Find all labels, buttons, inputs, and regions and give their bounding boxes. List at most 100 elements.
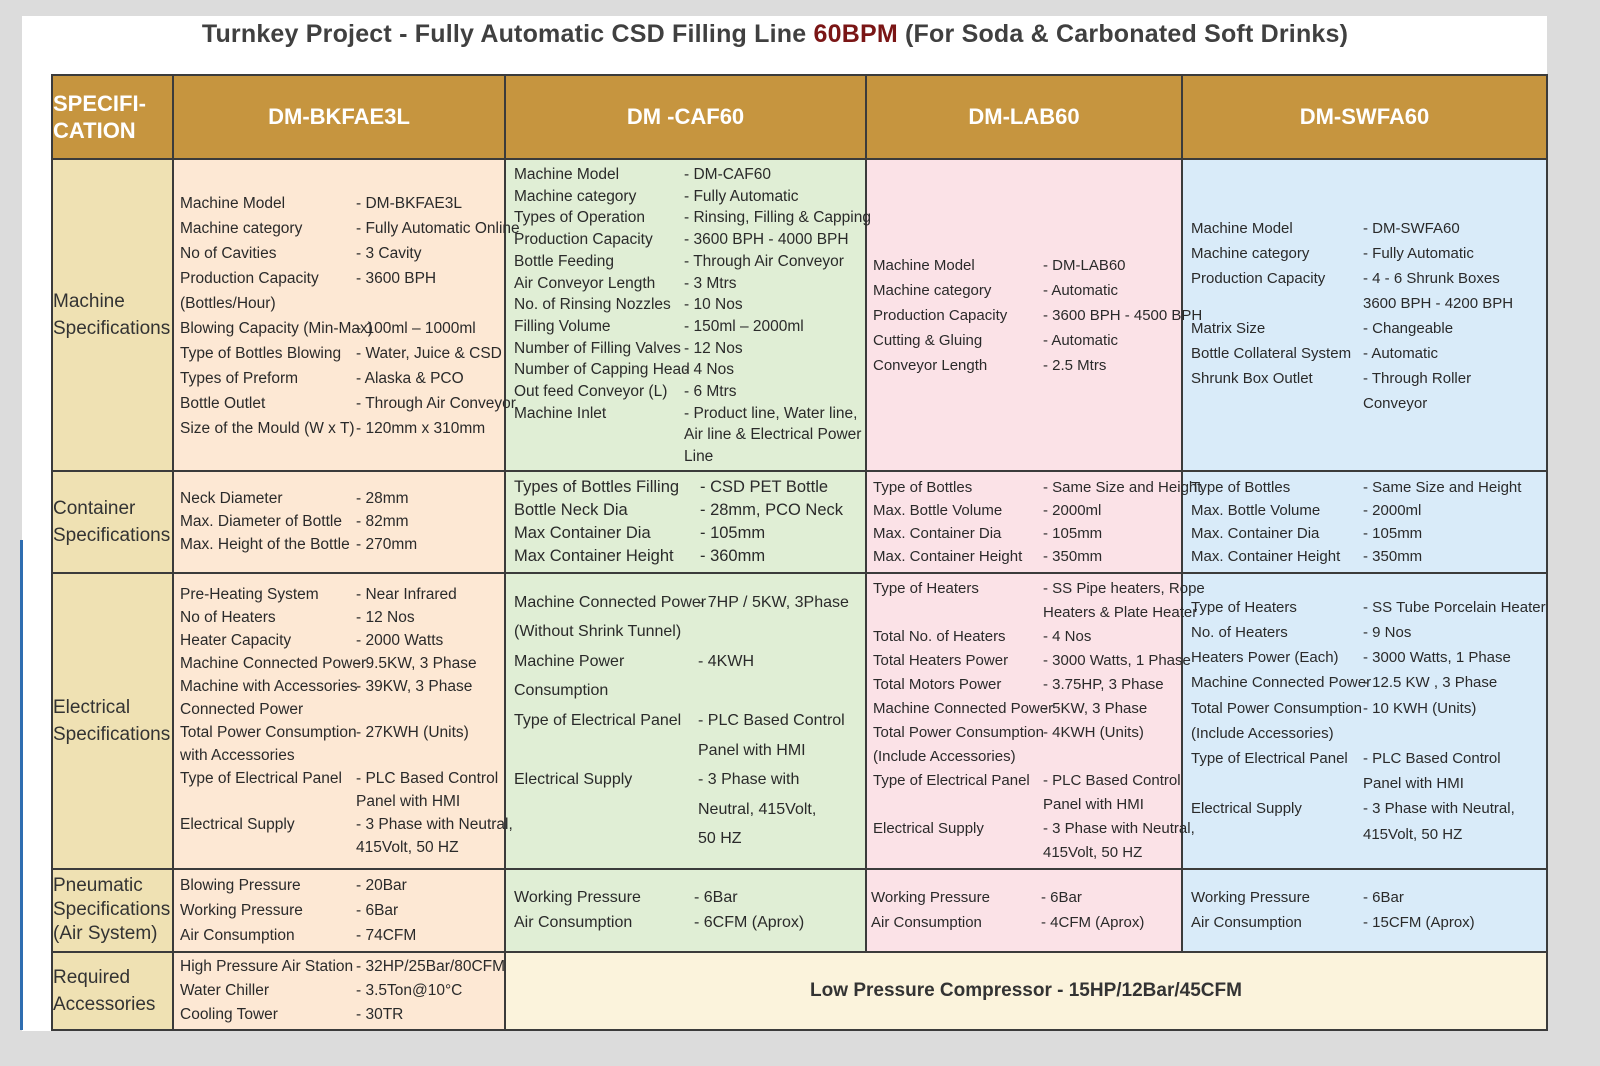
spec-key: Working Pressure bbox=[514, 889, 641, 907]
spec-value: Heaters & Plate Heater bbox=[1043, 603, 1198, 621]
spec-key: with Accessories bbox=[180, 746, 295, 764]
spec-key: Bottle Feeding bbox=[514, 252, 614, 270]
spec-key bbox=[514, 824, 694, 854]
spec-key: Number of Capping Head bbox=[514, 361, 690, 379]
spec-list: Machine Model - DM-CAF60 Machine category -… bbox=[506, 160, 871, 470]
spec-key bbox=[873, 841, 1039, 865]
left-edge-strip bbox=[20, 540, 23, 1030]
spec-key: Machine category bbox=[180, 219, 303, 237]
spec-key: Heaters Power (Each) bbox=[1191, 649, 1339, 667]
spec-list: Pre-Heating System - Near Infrared No of H… bbox=[174, 581, 513, 861]
spec-list: Type of Bottles - Same Size and Height Max… bbox=[867, 474, 1201, 570]
spec-key: Cooling Tower bbox=[180, 1005, 278, 1023]
header-spec-line2: CATION bbox=[53, 118, 136, 143]
spec-value: - 7HP / 5KW, 3Phase bbox=[698, 593, 849, 611]
spec-key: Max Container Dia bbox=[514, 523, 651, 542]
spec-value: - 4CFM (Aprox) bbox=[1041, 914, 1145, 932]
spec-value: - 15CFM (Aprox) bbox=[1363, 914, 1475, 932]
spec-value: - 350mm bbox=[1043, 547, 1103, 565]
spec-value: - 2000 Watts bbox=[356, 631, 444, 649]
spec-value: - 10 Nos bbox=[684, 296, 743, 314]
spec-value: 415Volt, 50 HZ bbox=[1363, 825, 1463, 843]
spec-value: - 32HP/25Bar/80CFM bbox=[356, 957, 506, 975]
spec-value: - DM-CAF60 bbox=[684, 166, 771, 183]
spec-value: Panel with HMI bbox=[1363, 775, 1464, 793]
accessories-col1: High Pressure Air Station - 32HP/25Bar/80… bbox=[172, 950, 506, 1031]
spec-value: - 12 Nos bbox=[356, 608, 415, 626]
label-machine-specifications: Machine Specifications bbox=[51, 158, 174, 472]
spec-key: Machine Model bbox=[1191, 219, 1293, 237]
spec-list: Type of Bottles - Same Size and Height Max… bbox=[1183, 474, 1546, 570]
spec-key: Max. Container Dia bbox=[873, 524, 1002, 542]
spec-value: - 4 Nos bbox=[1043, 627, 1092, 645]
spec-key: Cutting & Gluing bbox=[873, 332, 983, 350]
spec-value: 415Volt, 50 HZ bbox=[1043, 843, 1143, 861]
low-pressure-compressor: Low Pressure Compressor - 15HP/12Bar/45C… bbox=[504, 950, 1548, 1031]
spec-key: Max. Container Height bbox=[873, 547, 1023, 565]
spec-value: - 150ml – 2000ml bbox=[684, 317, 804, 335]
spec-value: - 9 Nos bbox=[1363, 624, 1412, 642]
spec-value: - 6Bar bbox=[356, 901, 399, 919]
spec-value bbox=[356, 744, 513, 767]
spec-key: Air Consumption bbox=[1191, 914, 1302, 932]
spec-value: - 12 Nos bbox=[684, 339, 743, 357]
spec-value: - DM-LAB60 bbox=[1043, 257, 1126, 275]
machine-col3: Machine Model - DM-LAB60 Machine category -… bbox=[865, 158, 1202, 472]
spec-value: - Near Infrared bbox=[356, 585, 457, 603]
label-line: Specifications bbox=[53, 524, 171, 546]
spec-key: Max. Diameter of Bottle bbox=[180, 513, 342, 531]
spec-value: - 2000ml bbox=[1043, 501, 1102, 519]
spec-value: - SS Tube Porcelain Heater bbox=[1363, 598, 1546, 616]
spec-value: - Changeable bbox=[1363, 319, 1454, 337]
spec-list: Blowing Pressure - 20Bar Working Pressure -… bbox=[174, 871, 504, 950]
spec-key: Pre-Heating System bbox=[180, 585, 319, 603]
spec-key: Type of Electrical Panel bbox=[180, 769, 342, 787]
spec-key: Types of Preform bbox=[180, 369, 299, 387]
spec-value: - Automatic bbox=[1043, 332, 1119, 350]
spec-key: Working Pressure bbox=[180, 901, 303, 919]
spec-value: - 5KW, 3 Phase bbox=[1043, 699, 1148, 717]
spec-list: Working Pressure - 6Bar Air Consumption - 4… bbox=[867, 883, 1181, 937]
spec-key: Shrunk Box Outlet bbox=[1191, 369, 1313, 387]
pneumatic-col3: Working Pressure - 6Bar Air Consumption - 4… bbox=[865, 867, 1183, 953]
electrical-col2: Machine Connected Power - 7HP / 5KW, 3Pha… bbox=[504, 571, 867, 870]
spec-value: - DM-SWFA60 bbox=[1363, 219, 1460, 237]
spec-key: Total Motors Power bbox=[873, 675, 1002, 693]
spec-key: (Without Shrink Tunnel) bbox=[514, 623, 682, 641]
spec-value: - 3.5Ton@10°C bbox=[356, 981, 463, 999]
spec-value: - Same Size and Height bbox=[1043, 478, 1202, 496]
spec-key: Production Capacity bbox=[180, 269, 319, 287]
spec-key: Electrical Supply bbox=[1191, 800, 1302, 818]
spec-value: - Automatic bbox=[1363, 344, 1439, 362]
spec-key: Production Capacity bbox=[1191, 269, 1326, 287]
spec-value: - Automatic bbox=[1043, 282, 1119, 300]
spec-key: Total Power Consumption bbox=[873, 723, 1044, 741]
spec-key: Matrix Size bbox=[1191, 319, 1266, 337]
spec-key bbox=[873, 601, 1039, 625]
spec-key: Working Pressure bbox=[871, 889, 990, 907]
spec-value: Conveyor bbox=[1363, 394, 1428, 412]
label-line: Specifications bbox=[53, 723, 171, 745]
spec-key: Total Power Consumption bbox=[1191, 699, 1362, 717]
spec-key: Machine Model bbox=[873, 257, 975, 275]
spec-value: - Product line, Water line, Air line & E… bbox=[684, 404, 862, 466]
label-line: Container bbox=[53, 497, 136, 519]
specification-table: SPECIFI- CATION DM-BKFAE3L DM -CAF60 DM-… bbox=[51, 74, 1548, 1031]
spec-key: Total Power Consumption bbox=[180, 723, 357, 741]
spec-key: Type of Bottles bbox=[873, 478, 973, 496]
spec-key: Water Chiller bbox=[180, 981, 269, 999]
spec-value: - 20Bar bbox=[356, 876, 407, 894]
spec-value: - 3600 BPH bbox=[356, 269, 437, 287]
label-required-accessories: Required Accessories bbox=[51, 950, 174, 1031]
spec-key: Types of Operation bbox=[514, 209, 645, 227]
spec-value: - 105mm bbox=[1363, 524, 1423, 542]
spec-key: Type of Electrical Panel bbox=[873, 771, 1030, 789]
spec-value: - 3 Mtrs bbox=[684, 274, 737, 292]
title-bpm-highlight: 60BPM bbox=[813, 20, 898, 48]
label-line: (Air System) bbox=[53, 923, 158, 945]
spec-key: Max. Bottle Volume bbox=[873, 501, 1003, 519]
spec-value bbox=[1363, 721, 1546, 746]
pneumatic-col1: Blowing Pressure - 20Bar Working Pressure -… bbox=[172, 867, 506, 953]
spec-value: - 3 Phase with bbox=[698, 771, 800, 789]
label-line: Specifications bbox=[53, 899, 171, 921]
